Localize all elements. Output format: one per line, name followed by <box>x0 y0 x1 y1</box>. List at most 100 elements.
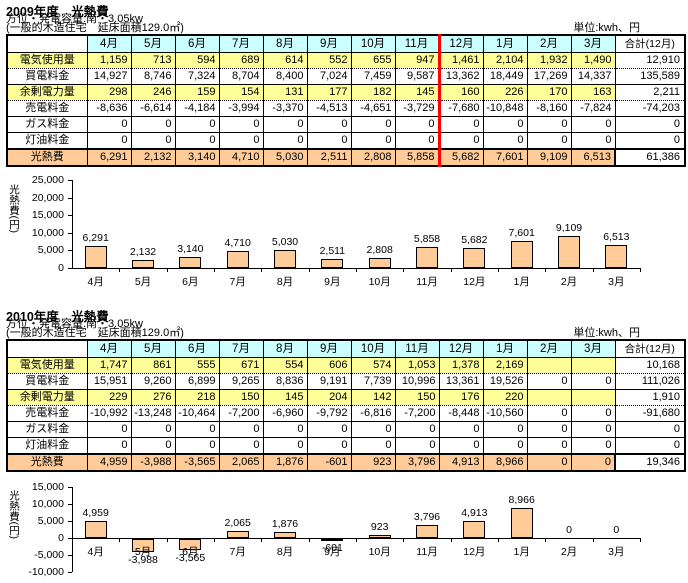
row-label: 買電料金 <box>6 373 87 390</box>
section-title-2010: 2010年度 光熱費 <box>6 310 109 324</box>
table-cell: 0 <box>570 116 615 133</box>
bar-value-label: 0 <box>566 524 572 536</box>
row-label: 電気使用量 <box>6 52 87 69</box>
y-tick-label: 15,000 <box>31 481 64 493</box>
table-row: 買電料金 15,951 9,260 6,899 9,265 8,836 9,191 7,739… <box>6 373 685 390</box>
x-category-label: 8月 <box>276 546 294 558</box>
table-cell: 7,459 <box>350 68 395 85</box>
table-cell: 131 <box>262 84 307 101</box>
y-tick <box>68 538 72 539</box>
y-tick-label: 25,000 <box>31 174 64 186</box>
chart-bar <box>132 539 154 552</box>
y-axis-title: 光熱費(円) <box>8 489 20 539</box>
table-cell: 0 <box>526 421 571 438</box>
x-tick <box>450 268 452 272</box>
unit-label-2009: 単位:kwh、円 <box>573 22 640 34</box>
y-axis-line <box>72 487 73 572</box>
table-cell: 9,191 <box>306 373 351 390</box>
row-label: 光熱費 <box>6 453 87 471</box>
corner-cell <box>6 340 87 358</box>
table-cell: 182 <box>350 84 395 101</box>
table-cell: 2,132 <box>130 148 175 166</box>
table-cell: 154 <box>218 84 263 101</box>
bar-value-label: 7,601 <box>508 227 535 240</box>
table-cell: 176 <box>438 389 483 406</box>
y-axis-title: 光熱費(円) <box>8 184 20 233</box>
x-category-label: 3月 <box>608 276 625 288</box>
chart-bar <box>179 539 202 551</box>
y-tick-label: 20,000 <box>31 191 64 204</box>
table-cell: 0 <box>570 421 615 438</box>
table-cell: 0 <box>174 421 219 438</box>
table-cell: 6,291 <box>86 148 131 166</box>
bar-value-label: 923 <box>370 520 389 533</box>
chart-2010: -10,000 -5,000 0 5,000 10,000 15,000 4月 4,959 5月… <box>0 480 688 583</box>
table-cell: 594 <box>174 52 219 69</box>
y-tick-label: 10,000 <box>31 498 64 510</box>
column-header: 10月 <box>350 340 395 358</box>
x-category-label: 10月 <box>368 276 391 288</box>
row-label: 電気使用量 <box>6 357 87 374</box>
table-cell: 150 <box>394 389 439 406</box>
table-cell: 0 <box>262 116 307 133</box>
bar-value-label: 2,511 <box>319 245 346 258</box>
table-cell: 0 <box>482 132 527 149</box>
table-cell: 159 <box>174 84 219 101</box>
table-cell: 0 <box>174 116 219 133</box>
bar-value-label: 2,065 <box>224 516 251 529</box>
table-cell: -3,370 <box>262 100 307 117</box>
y-tick <box>68 197 72 199</box>
x-tick <box>119 268 121 272</box>
bar-value-label: 6,291 <box>82 231 109 244</box>
column-header: 3月 <box>570 340 615 358</box>
x-category-label: 6月 <box>182 276 199 288</box>
table-row: 灯油料金 0 0 0 0 0 0 0 0 0 0 0 0 0 <box>6 132 685 149</box>
table-cell: 0 <box>350 116 395 133</box>
x-tick <box>308 268 310 272</box>
column-header: 2月 <box>526 340 571 358</box>
x-tick <box>640 268 641 272</box>
bar-value-label: 2,808 <box>366 244 393 257</box>
table-cell: 0 <box>482 437 527 454</box>
total-cell: 1,910 <box>614 389 685 406</box>
x-tick <box>356 538 357 542</box>
table-cell: 0 <box>262 437 307 454</box>
table-cell: 9,587 <box>394 68 439 85</box>
orientation-line-2010: 方位・発電容量:南・3.05kw <box>6 318 143 330</box>
table-cell: 142 <box>350 389 395 406</box>
table-cell: 1,159 <box>86 52 131 69</box>
table-cell: 0 <box>570 453 615 471</box>
table-cell: 14,927 <box>86 68 131 85</box>
bar-value-label: -601 <box>321 542 343 555</box>
table-cell: -4,651 <box>350 100 395 117</box>
table-cell: 0 <box>174 132 219 149</box>
table-cell: 6,513 <box>570 148 615 166</box>
table-cell: -3,988 <box>130 453 175 471</box>
table-cell: 0 <box>570 437 615 454</box>
column-header: 2月 <box>526 35 571 53</box>
section-title-2009: 2009年度 光熱費 <box>6 5 109 19</box>
table-cell: 218 <box>174 389 219 406</box>
x-tick <box>545 268 547 272</box>
column-header: 5月 <box>130 340 175 358</box>
bar-value-label: 6,513 <box>603 231 630 244</box>
column-header: 8月 <box>262 340 307 358</box>
table-cell: 0 <box>86 437 131 454</box>
table-cell: 923 <box>350 453 395 471</box>
column-header: 7月 <box>218 35 263 53</box>
bar-value-label: 4,959 <box>82 507 109 520</box>
data-table: 4月 5月 6月 7月 8月 9月 10月 11月 12月 1月 2月 3月 合計(12月) 電気使用量 1… <box>6 34 686 167</box>
row-label: ガス料金 <box>6 421 87 438</box>
x-tick <box>261 268 263 272</box>
x-tick <box>356 268 357 272</box>
table-cell: -10,992 <box>86 405 131 422</box>
x-category-label: 4月 <box>87 546 104 558</box>
column-header: 3月 <box>570 35 615 53</box>
x-category-label: 7月 <box>229 546 246 558</box>
column-header: 10月 <box>350 35 395 53</box>
y-tick-label: 0 <box>58 532 64 544</box>
column-header: 12月 <box>438 340 483 358</box>
x-category-label: 12月 <box>463 276 486 288</box>
total-cell: 0 <box>614 116 685 133</box>
bar-value-label: 8,966 <box>508 493 535 506</box>
